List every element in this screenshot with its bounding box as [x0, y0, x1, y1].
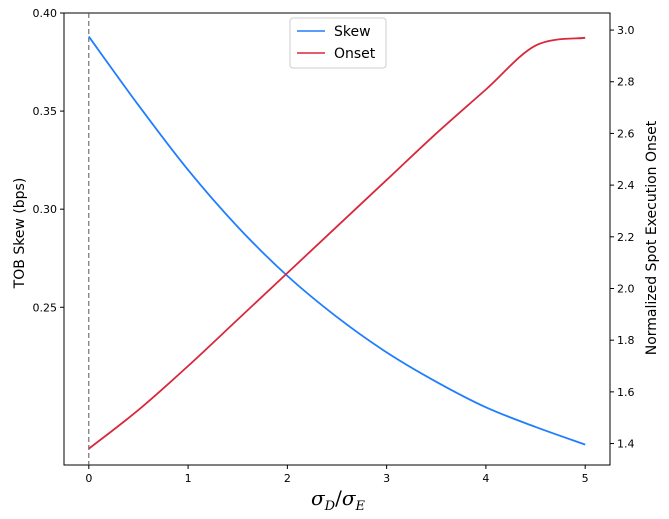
y-right-tick-label: 1.6 — [617, 386, 635, 399]
y-axis-right-label: Normalized Spot Execution Onset — [644, 120, 660, 355]
legend-label-onset: Onset — [334, 46, 376, 62]
series-line-onset — [88, 36, 586, 450]
y-left-tick-label: 0.40 — [33, 7, 58, 20]
x-tick-label: 1 — [185, 472, 192, 485]
y-left-tick-label: 0.30 — [33, 203, 58, 216]
series-group — [88, 36, 586, 450]
y-axis-left-ticks: 0.25 0.30 0.35 0.40 — [33, 7, 64, 314]
y-left-tick-label: 0.25 — [33, 301, 58, 314]
plot-frame — [63, 12, 611, 466]
x-axis-ticks: 0 1 2 3 4 5 — [85, 465, 589, 485]
x-axis-label: σD/σE — [311, 486, 366, 514]
x-tick-label: 3 — [383, 472, 390, 485]
x-tick-label: 0 — [85, 472, 92, 485]
y-right-tick-label: 3.0 — [617, 24, 635, 37]
legend-label-skew: Skew — [334, 24, 371, 40]
y-right-tick-label: 2.4 — [617, 179, 635, 192]
legend: Skew Onset — [289, 17, 387, 69]
y-right-tick-label: 1.4 — [617, 438, 635, 451]
x-tick-label: 4 — [482, 472, 489, 485]
x-tick-label: 5 — [582, 472, 589, 485]
y-right-tick-label: 1.8 — [617, 334, 635, 347]
x-tick-label: 2 — [284, 472, 291, 485]
y-axis-right-ticks: 1.4 1.6 1.8 2.0 2.2 2.4 2.6 2.8 3.0 — [610, 24, 635, 451]
y-axis-left-label: TOB Skew (bps) — [12, 178, 28, 290]
y-right-tick-label: 2.6 — [617, 127, 635, 140]
series-line-skew — [88, 36, 586, 446]
y-left-tick-label: 0.35 — [33, 105, 58, 118]
y-right-tick-label: 2.2 — [617, 231, 635, 244]
y-right-tick-label: 2.8 — [617, 76, 635, 89]
y-right-tick-label: 2.0 — [617, 282, 635, 295]
